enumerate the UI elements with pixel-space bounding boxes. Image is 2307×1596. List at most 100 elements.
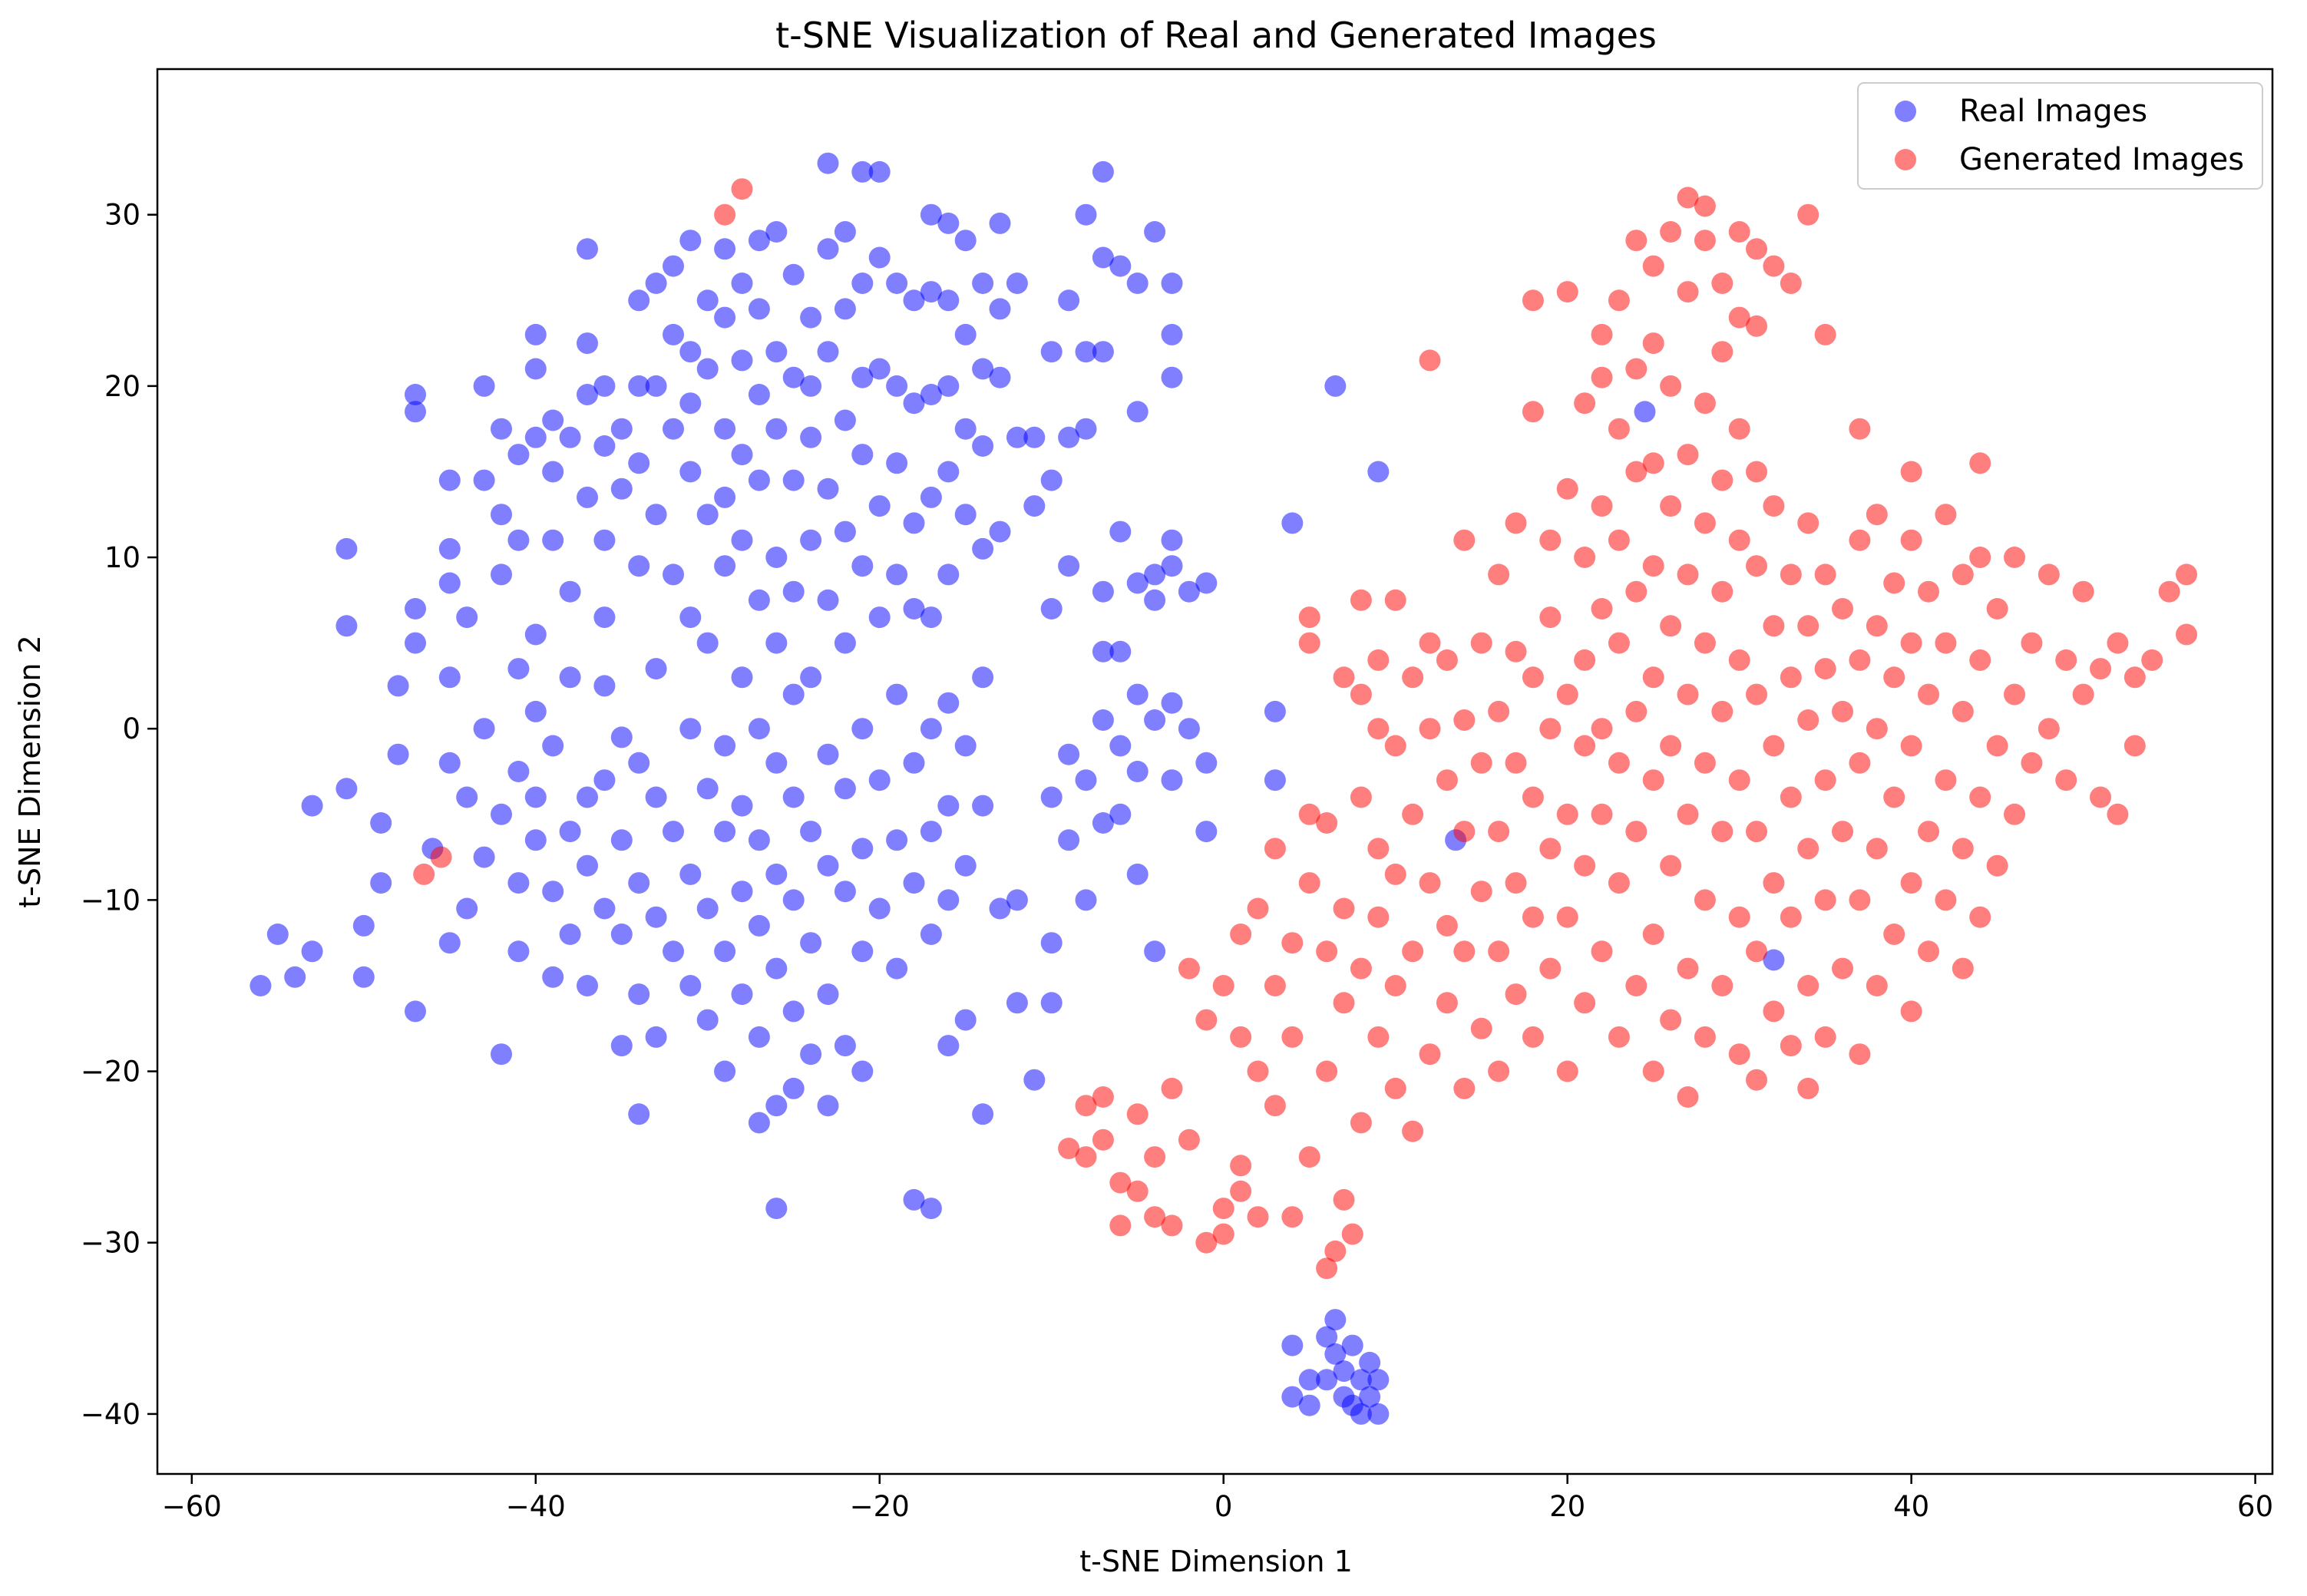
real-image-point <box>577 384 598 405</box>
real-image-point <box>989 212 1011 234</box>
legend-box <box>1857 82 2263 190</box>
real-image-point <box>800 932 822 954</box>
real-image-point <box>524 829 547 851</box>
generated-image-point <box>1677 803 1699 825</box>
generated-image-point <box>1711 700 1734 722</box>
x-tick-label: −20 <box>850 1490 910 1523</box>
generated-image-point <box>1883 924 1905 945</box>
real-image-point <box>1281 512 1304 534</box>
real-image-point <box>1161 323 1183 345</box>
real-image-point <box>782 366 805 388</box>
real-image-point <box>1040 598 1063 620</box>
generated-image-point <box>1660 854 1682 877</box>
generated-image-point <box>1436 914 1458 937</box>
generated-image-point <box>1488 700 1510 722</box>
generated-image-point <box>1780 1035 1802 1057</box>
real-image-point <box>765 957 788 980</box>
generated-image-point <box>1384 735 1406 757</box>
generated-image-point <box>1384 863 1406 885</box>
generated-image-point <box>2072 580 2094 603</box>
real-image-point <box>301 940 323 963</box>
generated-image-point <box>1797 512 1819 534</box>
generated-image-point <box>1556 477 1578 500</box>
real-image-point <box>1144 221 1166 243</box>
generated-image-point <box>1384 1077 1406 1099</box>
generated-image-point <box>1247 897 1269 920</box>
real-image-point <box>920 606 942 629</box>
generated-image-point <box>1470 632 1492 654</box>
real-image-point <box>593 769 616 791</box>
generated-image-point <box>1591 598 1613 620</box>
real-image-point <box>937 889 960 911</box>
generated-image-point <box>1797 615 1819 637</box>
generated-image-point <box>1350 589 1372 611</box>
real-image-point <box>1075 769 1097 791</box>
real-image-point <box>250 975 272 996</box>
real-image-point <box>696 778 719 800</box>
generated-image-point <box>1711 341 1734 363</box>
chart-title: t-SNE Visualization of Real and Generate… <box>775 15 1657 56</box>
real-image-point <box>817 341 839 363</box>
real-image-point <box>1367 461 1390 483</box>
generated-image-point <box>1522 906 1544 928</box>
real-image-point <box>731 444 753 466</box>
real-image-point <box>782 263 805 286</box>
generated-image-point <box>1918 683 1939 705</box>
real-image-point <box>1092 812 1114 834</box>
real-image-point <box>765 1095 788 1117</box>
real-image-point <box>679 606 702 629</box>
real-image-point <box>800 529 822 551</box>
real-image-point <box>628 1103 650 1125</box>
generated-image-point <box>1677 281 1699 303</box>
generated-image-point <box>731 178 753 200</box>
generated-image-point <box>1505 752 1527 774</box>
real-image-point <box>903 289 925 312</box>
generated-image-point <box>1574 992 1596 1014</box>
generated-image-point <box>1539 529 1562 551</box>
generated-image-point <box>1711 580 1734 603</box>
generated-image-point <box>1574 392 1596 415</box>
real-image-point <box>937 795 960 817</box>
generated-image-point <box>1058 1138 1080 1159</box>
real-image-point <box>851 366 874 388</box>
real-image-point <box>868 495 891 517</box>
real-image-point <box>1058 289 1080 312</box>
generated-image-point <box>1419 718 1441 740</box>
real-image-point <box>886 273 908 294</box>
real-image-point <box>800 821 822 843</box>
generated-image-point <box>1780 563 1802 586</box>
real-image-point <box>714 418 736 440</box>
real-image-point <box>559 821 581 843</box>
generated-image-point <box>1780 906 1802 928</box>
generated-image-point <box>2055 769 2077 791</box>
generated-image-point <box>1797 709 1819 731</box>
x-tick-label: 40 <box>1893 1490 1929 1523</box>
generated-image-point <box>1814 769 1836 791</box>
generated-image-point <box>2004 547 2025 568</box>
real-image-point <box>954 854 977 877</box>
real-image-point <box>610 418 633 440</box>
generated-image-point <box>1694 512 1716 534</box>
generated-image-point <box>1212 1198 1234 1220</box>
real-image-point <box>577 854 598 877</box>
real-image-point <box>748 718 770 740</box>
real-image-point <box>593 606 616 629</box>
generated-image-point <box>1419 349 1441 372</box>
generated-image-point <box>1625 975 1648 996</box>
generated-image-point <box>1677 1086 1699 1108</box>
real-image-point <box>645 658 667 680</box>
generated-image-point <box>1814 323 1836 345</box>
real-image-point <box>1264 700 1286 722</box>
generated-image-point <box>1763 615 1785 637</box>
generated-image-point <box>1247 1206 1269 1228</box>
real-image-point <box>524 323 547 345</box>
generated-image-point <box>1453 821 1476 843</box>
generated-image-point <box>1935 769 1957 791</box>
real-image-point <box>920 924 942 945</box>
real-image-point <box>765 221 788 243</box>
generated-image-point <box>1728 769 1750 791</box>
real-image-point <box>937 375 960 397</box>
real-image-point <box>731 349 753 372</box>
